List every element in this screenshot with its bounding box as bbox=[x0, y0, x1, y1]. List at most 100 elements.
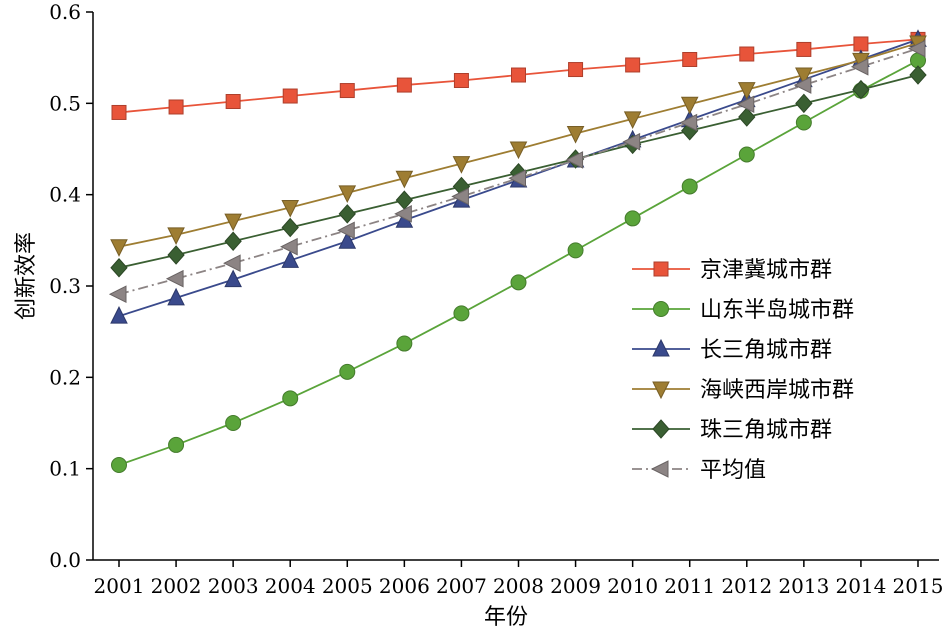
plot-series bbox=[108, 29, 927, 474]
data-point bbox=[511, 67, 526, 83]
data-point bbox=[453, 305, 470, 322]
data-point bbox=[168, 99, 184, 115]
x-tick-label: 2010 bbox=[607, 574, 658, 598]
data-point bbox=[853, 36, 869, 52]
legend-marker bbox=[650, 460, 669, 478]
y-tick-label: 0.1 bbox=[49, 457, 81, 481]
x-tick-label: 2015 bbox=[893, 574, 944, 598]
data-point bbox=[793, 76, 812, 94]
x-tick-label: 2009 bbox=[550, 574, 601, 598]
data-point bbox=[224, 231, 242, 251]
data-point bbox=[281, 217, 299, 238]
y-ticks: 0.0 0.1 0.2 0.3 0.4 0.5 0.6 bbox=[49, 0, 93, 572]
data-point bbox=[679, 113, 698, 132]
x-tick-label: 2008 bbox=[493, 574, 544, 598]
data-point bbox=[396, 77, 412, 93]
data-point bbox=[739, 46, 755, 62]
data-point bbox=[509, 141, 528, 160]
data-point bbox=[167, 245, 185, 265]
data-point bbox=[111, 104, 127, 120]
data-point bbox=[909, 65, 927, 85]
data-point bbox=[451, 187, 469, 206]
legend-label: 珠三角城市群 bbox=[700, 418, 832, 443]
axes: 0.00.10.20.30.40.50.6 2001 2002 2003 2004 20… bbox=[49, 0, 943, 598]
y-axis-title: 创新效率 bbox=[14, 232, 39, 320]
data-point bbox=[225, 415, 242, 431]
data-point bbox=[682, 51, 698, 67]
data-point bbox=[565, 151, 584, 169]
data-point bbox=[680, 96, 699, 115]
legend-label: 京津冀城市群 bbox=[700, 258, 832, 283]
data-point bbox=[566, 125, 585, 144]
data-point bbox=[280, 237, 298, 256]
data-point bbox=[508, 169, 526, 188]
data-point bbox=[168, 436, 185, 453]
x-tick-label: 2004 bbox=[265, 574, 316, 598]
data-point bbox=[738, 107, 756, 127]
data-point bbox=[737, 82, 756, 100]
legend-item: 山东半岛城市群 bbox=[632, 298, 854, 323]
legend-marker bbox=[652, 419, 670, 439]
legend-marker bbox=[652, 381, 670, 400]
data-point bbox=[223, 254, 241, 272]
data-point bbox=[339, 83, 355, 99]
x-tick-label: 2002 bbox=[151, 574, 202, 598]
data-point bbox=[225, 94, 241, 110]
y-tick-label: 0.0 bbox=[49, 548, 81, 572]
legend-item: 平均值 bbox=[632, 458, 766, 483]
x-tick-label: 2011 bbox=[664, 574, 715, 598]
data-point bbox=[337, 221, 355, 240]
data-point bbox=[795, 67, 813, 86]
legend-label: 海峡西岸城市群 bbox=[700, 378, 854, 403]
y-tick-label: 0.4 bbox=[49, 183, 81, 207]
data-point bbox=[111, 457, 127, 474]
data-point bbox=[681, 178, 698, 195]
data-point bbox=[395, 170, 414, 189]
data-point bbox=[224, 269, 242, 288]
x-tick-label: 2014 bbox=[835, 574, 886, 598]
data-point bbox=[338, 204, 356, 224]
data-point bbox=[622, 132, 641, 151]
y-tick-label: 0.3 bbox=[49, 274, 81, 298]
x-ticks: 2001 2002 2003 2004 2005 2006 2007 2008 2009 2010… bbox=[94, 560, 944, 598]
data-point bbox=[453, 73, 469, 88]
data-point bbox=[282, 390, 299, 407]
data-point bbox=[736, 95, 755, 114]
x-axis-title: 年份 bbox=[484, 605, 528, 630]
legend-item: 珠三角城市群 bbox=[632, 418, 832, 443]
x-tick-label: 2007 bbox=[436, 574, 487, 598]
data-point bbox=[224, 213, 242, 232]
data-point bbox=[282, 88, 298, 104]
data-point bbox=[623, 111, 642, 129]
legend-marker bbox=[653, 261, 669, 277]
y-tick-label: 0.6 bbox=[49, 0, 81, 24]
data-point bbox=[110, 257, 128, 278]
data-point bbox=[165, 269, 184, 288]
data-point bbox=[338, 185, 357, 203]
data-point bbox=[394, 205, 412, 223]
x-tick-label: 2003 bbox=[208, 574, 259, 598]
data-point bbox=[738, 146, 755, 163]
x-tick-label: 2006 bbox=[379, 574, 430, 598]
data-point bbox=[108, 285, 127, 304]
data-point bbox=[510, 274, 527, 291]
data-point bbox=[907, 39, 926, 58]
data-point bbox=[796, 41, 812, 57]
data-point bbox=[110, 239, 128, 257]
data-point bbox=[624, 210, 641, 227]
data-point bbox=[567, 242, 584, 259]
x-tick-label: 2012 bbox=[721, 574, 772, 598]
y-tick-label: 0.5 bbox=[49, 91, 81, 115]
y-tick-label: 0.2 bbox=[49, 365, 81, 389]
x-tick-label: 2001 bbox=[94, 574, 145, 598]
data-point bbox=[452, 156, 471, 174]
data-point bbox=[339, 363, 356, 380]
data-point bbox=[852, 79, 870, 100]
data-point bbox=[338, 231, 357, 249]
x-tick-label: 2005 bbox=[322, 574, 373, 598]
data-point bbox=[850, 57, 869, 76]
legend-marker bbox=[652, 338, 670, 357]
legend-label: 长三角城市群 bbox=[700, 338, 832, 363]
